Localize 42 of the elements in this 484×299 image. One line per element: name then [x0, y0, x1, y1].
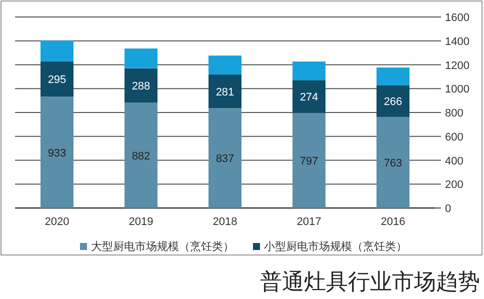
x-tick-label: 2016	[380, 216, 406, 228]
data-label: 295	[48, 74, 66, 86]
bar	[40, 96, 74, 208]
legend-label: 小型厨电市场规模（烹饪类）	[264, 240, 407, 253]
y-tick-label: 200	[445, 179, 464, 192]
bar	[292, 112, 326, 208]
data-label: 281	[216, 86, 234, 98]
bar	[40, 40, 74, 62]
bar	[376, 67, 410, 86]
y-tick-label: 1200	[445, 60, 470, 72]
x-tick-label: 2018	[212, 216, 238, 228]
x-tick-label: 2017	[296, 216, 322, 228]
data-label: 288	[132, 80, 150, 93]
data-label: 763	[384, 157, 402, 170]
bar	[208, 74, 242, 108]
x-tick-label: 2020	[44, 216, 70, 228]
y-tick-label: 0	[445, 203, 452, 215]
data-label: 882	[132, 150, 150, 162]
y-tick-label: 1400	[445, 36, 470, 48]
bar	[376, 116, 410, 208]
bar	[124, 48, 158, 68]
bar	[292, 80, 326, 113]
y-tick-label: 1000	[445, 84, 470, 96]
bar	[40, 61, 74, 97]
bar	[208, 56, 242, 75]
bar	[292, 62, 326, 80]
data-label: 837	[216, 153, 234, 166]
bar	[208, 108, 242, 208]
data-label: 797	[300, 155, 318, 168]
y-tick-label: 600	[445, 131, 464, 144]
bar	[124, 102, 158, 208]
bar	[376, 85, 410, 117]
y-tick-label: 1600	[445, 12, 470, 24]
legend-label: 大型厨电市场规模（烹饪类）	[91, 240, 234, 253]
data-label: 274	[300, 92, 318, 104]
data-label: 933	[48, 147, 66, 160]
bar	[124, 68, 158, 103]
data-label: 266	[384, 96, 402, 108]
text: 普通灶具行业市场趋势	[260, 269, 480, 294]
y-tick-label: 400	[445, 155, 464, 168]
y-tick-label: 800	[445, 108, 464, 120]
x-tick-label: 2019	[128, 216, 154, 228]
